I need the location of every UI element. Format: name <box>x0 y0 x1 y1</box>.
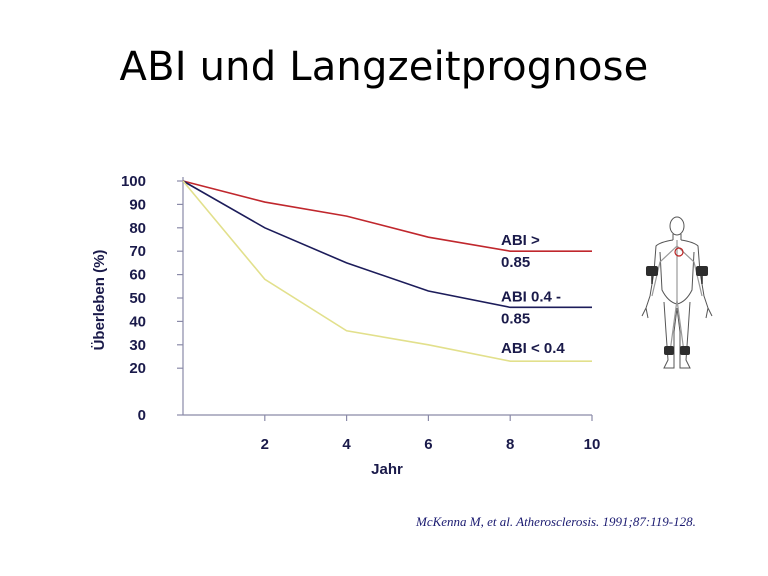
y-tick-label: 70 <box>129 243 146 260</box>
series-label: ABI 0.4 - <box>501 288 561 305</box>
chart-axes <box>182 177 592 416</box>
citation: McKenna M, et al. Atherosclerosis. 1991;… <box>416 514 696 529</box>
x-tick-label: 6 <box>424 436 432 453</box>
y-axis-ticks: 0 20 30 40 50 60 70 80 90 100 <box>121 173 183 424</box>
y-tick-label: 30 <box>129 337 146 354</box>
x-tick-label: 8 <box>506 436 514 453</box>
series-label: ABI > <box>501 232 540 249</box>
y-tick-label: 20 <box>129 360 146 377</box>
x-axis-title: Jahr <box>371 461 403 478</box>
series-line <box>182 180 592 309</box>
x-axis-ticks: 2 4 6 8 10 <box>261 415 601 453</box>
series-lines <box>182 180 592 362</box>
human-body-figure-icon <box>641 216 713 369</box>
x-tick-label: 10 <box>584 436 601 453</box>
y-tick-label: 80 <box>129 220 146 237</box>
y-tick-label: 50 <box>129 290 146 307</box>
y-tick-label: 40 <box>129 313 146 330</box>
y-axis-title: Überleben (%) <box>91 250 108 351</box>
series-label: ABI < 0.4 <box>501 340 565 357</box>
x-tick-label: 4 <box>342 436 351 453</box>
x-tick-label: 2 <box>261 436 269 453</box>
y-tick-label: 90 <box>129 196 146 213</box>
y-tick-label: 100 <box>121 173 146 190</box>
series-line <box>182 180 592 252</box>
y-tick-label: 0 <box>138 407 146 424</box>
y-tick-label: 60 <box>129 267 146 284</box>
series-labels: ABI > 0.85 ABI 0.4 - 0.85 ABI < 0.4 <box>501 232 565 357</box>
series-label: 0.85 <box>501 254 530 271</box>
series-label: 0.85 <box>501 310 530 327</box>
series-line <box>182 180 592 362</box>
slide-title: ABI und Langzeitprognose <box>119 44 649 90</box>
